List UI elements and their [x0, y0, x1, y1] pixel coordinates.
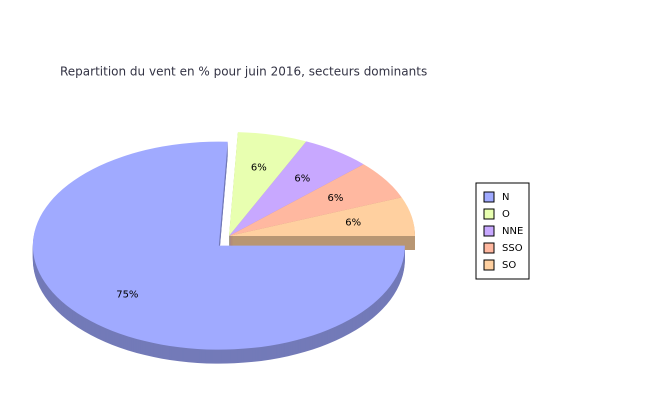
- data-label: 75%: [116, 289, 138, 300]
- legend-label: NNE: [502, 226, 523, 237]
- legend-swatch: [483, 225, 495, 237]
- data-label: 6%: [327, 193, 343, 204]
- pie-slice: [32, 141, 405, 350]
- legend-swatch: [483, 191, 495, 203]
- legend-label: N: [502, 192, 509, 203]
- data-label: 6%: [294, 173, 310, 184]
- legend-label: SSO: [502, 243, 523, 254]
- pie-slice: [229, 132, 307, 236]
- data-labels: 75% 6% 6% 6% 6%: [116, 162, 361, 300]
- legend: NO NNE SSO SO: [483, 191, 523, 271]
- data-label: 6%: [251, 162, 267, 173]
- pie-slice: [229, 141, 364, 236]
- pie-slice: [229, 164, 402, 236]
- legend-label: O: [502, 209, 510, 220]
- pie-slice: [229, 197, 415, 236]
- legend-swatch: [483, 242, 495, 254]
- legend-swatch: [483, 208, 495, 220]
- chart-title: Repartition du vent en % pour juin 2016,…: [60, 65, 427, 79]
- legend-swatch: [483, 259, 495, 271]
- legend-label: SO: [502, 260, 516, 271]
- pie-tops: [32, 132, 415, 350]
- data-label: 6%: [345, 218, 361, 229]
